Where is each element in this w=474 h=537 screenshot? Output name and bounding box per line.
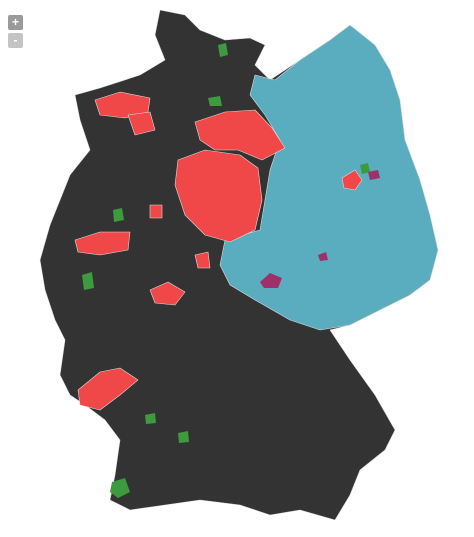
east-region <box>219 24 439 331</box>
region <box>74 231 131 256</box>
zoom-out-button[interactable]: - <box>8 33 23 48</box>
region <box>194 251 211 269</box>
region <box>208 96 222 106</box>
region <box>127 111 156 136</box>
region <box>178 431 189 443</box>
region <box>145 413 156 424</box>
region <box>149 281 186 306</box>
region <box>368 170 380 180</box>
region <box>360 163 370 174</box>
region <box>318 252 328 261</box>
region <box>77 367 139 411</box>
purple-regions <box>260 170 380 288</box>
region <box>82 272 94 290</box>
region <box>149 204 163 219</box>
red-regions <box>74 91 363 411</box>
region <box>218 43 228 57</box>
region <box>113 208 124 222</box>
zoom-in-button[interactable]: + <box>8 15 23 30</box>
region <box>174 149 263 243</box>
region <box>341 169 363 191</box>
region <box>110 478 130 498</box>
region <box>260 273 282 288</box>
region <box>194 109 286 161</box>
green-regions <box>82 43 370 498</box>
